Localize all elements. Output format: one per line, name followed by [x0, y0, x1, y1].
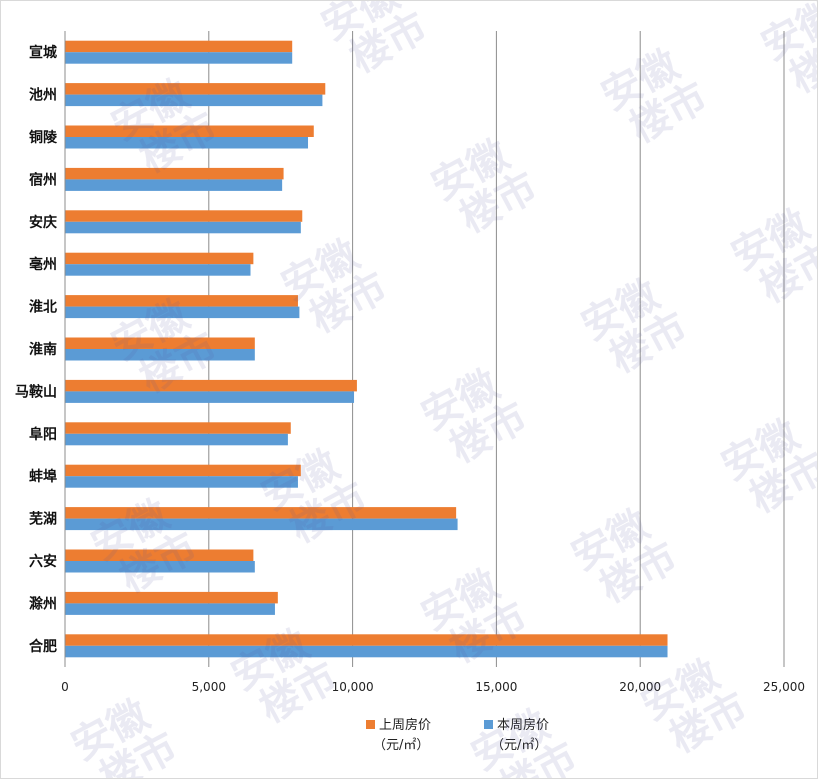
bar-this-week: [65, 179, 283, 191]
bar-this-week: [65, 561, 255, 573]
category-label: 宣城: [29, 44, 57, 61]
category-label: 宿州: [29, 171, 57, 188]
x-tick-labels: 0 5,000 10,000 15,000 20,000 25,000: [61, 680, 805, 694]
bar-last-week: [65, 167, 284, 180]
bar-this-week: [65, 94, 323, 107]
category-label: 安庆: [29, 214, 57, 231]
bar-last-week: [65, 379, 357, 392]
x-tick-label: 20,000: [619, 680, 661, 694]
bar-last-week: [65, 210, 303, 222]
legend: 上周房价 （元/㎡） 本周房价 （元/㎡）: [366, 717, 549, 753]
legend-swatch: [366, 720, 375, 729]
bar-this-week: [65, 52, 293, 64]
bar-last-week: [65, 252, 254, 265]
category-label: 六安: [29, 553, 57, 570]
category-label: 蚌埠: [29, 468, 57, 485]
x-tick-label: 5,000: [192, 680, 226, 694]
bar-this-week: [65, 137, 309, 149]
x-tick-label: 15,000: [475, 680, 517, 694]
bar-this-week: [65, 221, 301, 234]
bar-last-week: [65, 337, 255, 349]
bar-this-week: [65, 349, 255, 361]
x-tick-label: 25,000: [763, 680, 805, 694]
bar-last-week: [65, 634, 668, 646]
bar-this-week: [65, 391, 355, 403]
category-label: 滁州: [29, 595, 57, 612]
legend-label-unit: （元/㎡）: [373, 738, 429, 753]
x-tick-label: 10,000: [332, 680, 374, 694]
x-tick-label: 0: [61, 680, 69, 694]
category-label: 淮北: [29, 299, 57, 316]
bar-this-week: [65, 518, 458, 531]
bar-last-week: [65, 83, 326, 95]
legend-label-unit: （元/㎡）: [491, 738, 547, 753]
legend-swatch: [484, 720, 493, 729]
bar-last-week: [65, 549, 254, 561]
category-label: 铜陵: [29, 129, 58, 146]
bar-this-week: [65, 306, 300, 319]
bar-this-week: [65, 645, 668, 658]
bar-last-week: [65, 40, 293, 53]
category-label: 阜阳: [29, 426, 57, 443]
bar-last-week: [65, 591, 278, 604]
bar-last-week: [65, 125, 314, 137]
bar-last-week: [65, 464, 301, 477]
category-label: 马鞍山: [15, 383, 57, 400]
legend-label: 上周房价: [379, 717, 431, 733]
category-label: 亳州: [29, 256, 57, 273]
category-label: 淮南: [29, 341, 57, 358]
category-label: 池州: [29, 87, 57, 104]
legend-label: 本周房价: [497, 717, 549, 733]
category-label: 合肥: [29, 638, 57, 655]
bar-last-week: [65, 507, 457, 519]
bar-this-week: [65, 603, 275, 615]
bar-this-week: [65, 476, 298, 488]
category-label: 芜湖: [29, 511, 57, 528]
bar-last-week: [65, 422, 291, 434]
bar-this-week: [65, 264, 251, 276]
bar-this-week: [65, 433, 288, 446]
bars: [65, 40, 668, 658]
bar-last-week: [65, 295, 298, 307]
